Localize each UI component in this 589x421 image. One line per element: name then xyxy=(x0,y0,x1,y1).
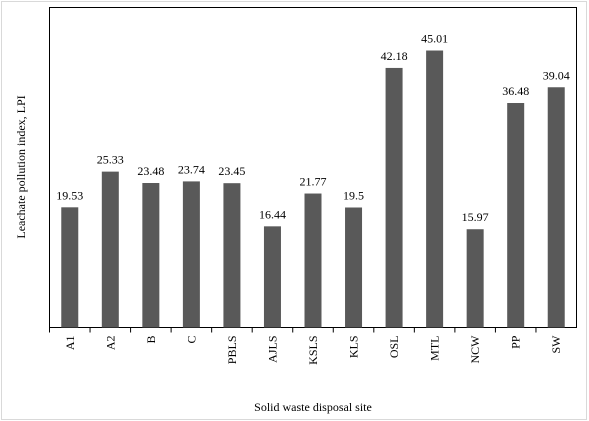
x-tick-label: A2 xyxy=(103,336,117,351)
x-tick-label: MTL xyxy=(428,336,442,361)
data-label: 19.5 xyxy=(343,189,364,203)
bar xyxy=(304,193,322,328)
data-label: 15.97 xyxy=(462,210,489,224)
bar xyxy=(61,207,79,328)
data-label: 23.45 xyxy=(218,164,245,178)
x-tick-label: PBLS xyxy=(225,336,239,365)
x-tick-label: A1 xyxy=(63,336,77,351)
x-tick-label: OSL xyxy=(387,336,401,359)
x-tick-label: SW xyxy=(549,335,563,354)
x-tick-label: NCW xyxy=(468,335,482,364)
x-tick-label: C xyxy=(184,336,198,344)
bar xyxy=(466,229,484,328)
bar xyxy=(101,171,119,328)
y-axis-label: Leachate pollution index, LPI xyxy=(14,95,28,238)
bar xyxy=(345,207,363,328)
bar xyxy=(385,67,403,328)
bar xyxy=(263,226,281,328)
x-tick-label: B xyxy=(144,336,158,344)
bar xyxy=(182,181,200,328)
bar xyxy=(142,183,160,328)
data-label: 45.01 xyxy=(421,32,448,46)
x-tick-label: KSLS xyxy=(306,336,320,365)
data-label: 21.77 xyxy=(300,175,327,189)
data-label: 16.44 xyxy=(259,207,286,221)
x-tick-label: AJLS xyxy=(265,336,279,363)
x-axis-label: Solid waste disposal site xyxy=(254,400,372,414)
bar xyxy=(223,183,241,328)
bar xyxy=(507,103,525,328)
data-label: 25.33 xyxy=(97,153,124,167)
bar xyxy=(547,87,565,328)
data-label: 42.18 xyxy=(381,49,408,63)
data-label: 23.48 xyxy=(137,164,164,178)
data-label: 39.04 xyxy=(543,68,570,82)
data-label: 36.48 xyxy=(502,84,529,98)
data-label: 19.53 xyxy=(56,188,83,202)
data-label: 23.74 xyxy=(178,162,205,176)
x-tick-label: PP xyxy=(509,335,523,349)
bar xyxy=(426,50,444,328)
x-tick-label: KLS xyxy=(347,336,361,359)
